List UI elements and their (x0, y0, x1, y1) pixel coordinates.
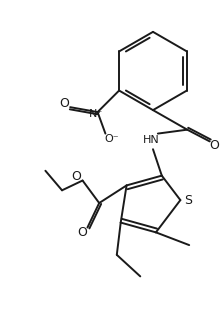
Text: O: O (78, 226, 88, 239)
Text: O: O (71, 170, 81, 183)
Text: N⁺: N⁺ (88, 109, 103, 119)
Text: O: O (210, 139, 219, 152)
Text: S: S (184, 194, 192, 207)
Text: HN: HN (143, 136, 159, 145)
Text: O⁻: O⁻ (104, 134, 119, 145)
Text: O: O (59, 97, 69, 110)
